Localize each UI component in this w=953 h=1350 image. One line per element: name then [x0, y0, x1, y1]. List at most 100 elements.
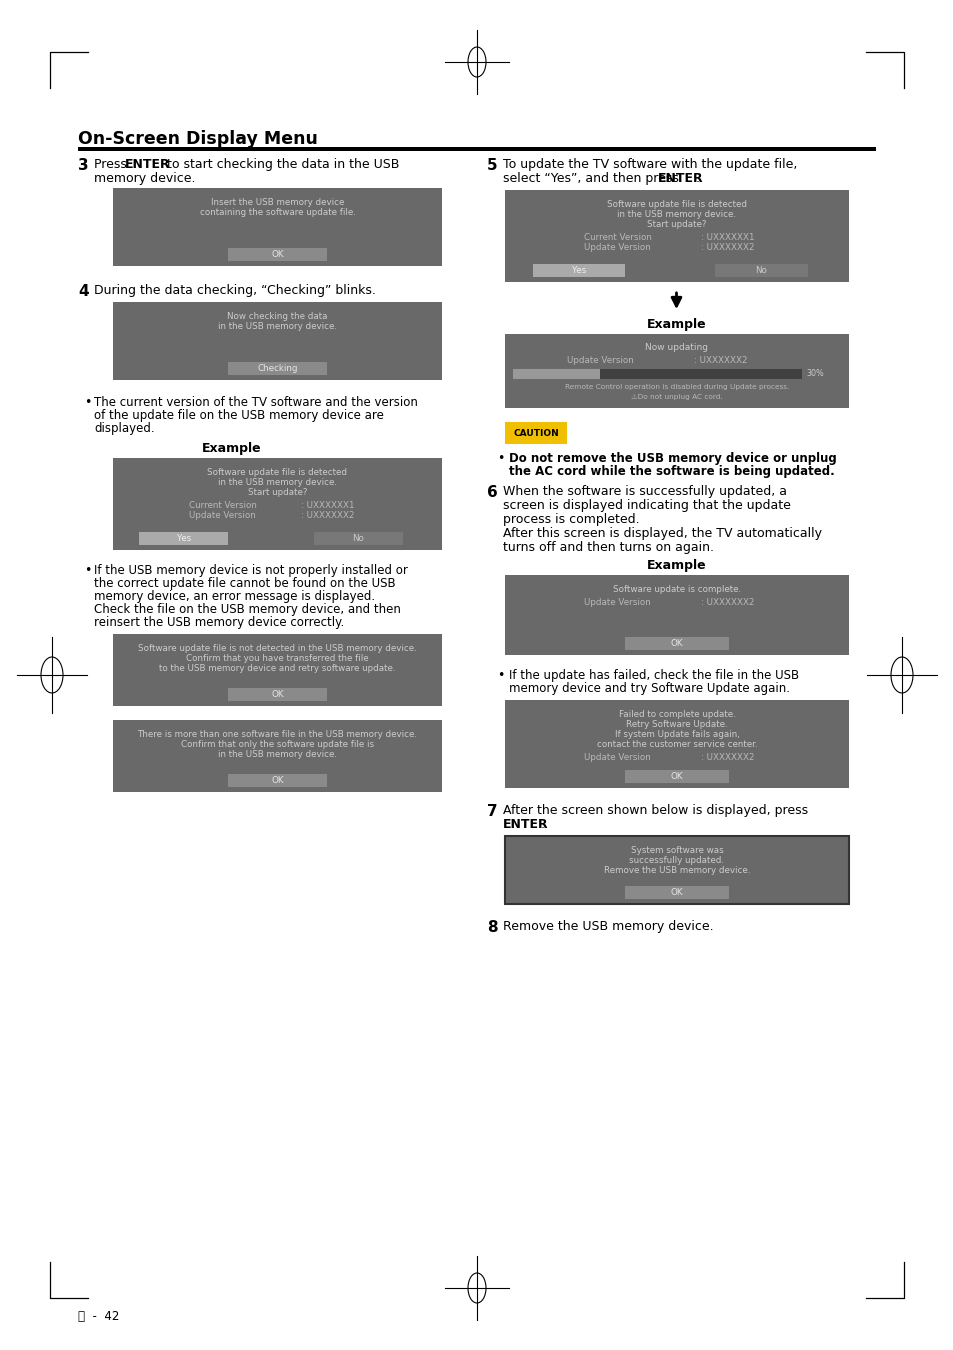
Text: Now updating: Now updating: [645, 343, 708, 352]
Bar: [625, 637, 728, 649]
Text: Current Version: Current Version: [583, 234, 651, 242]
Bar: [228, 248, 327, 261]
Text: the correct update file cannot be found on the USB: the correct update file cannot be found …: [94, 576, 395, 590]
Text: Update Version: Update Version: [583, 598, 650, 608]
Text: Update Version: Update Version: [189, 512, 255, 520]
Bar: [504, 333, 848, 408]
Text: select “Yes”, and then press: select “Yes”, and then press: [502, 171, 682, 185]
Bar: [625, 769, 728, 783]
Text: System software was: System software was: [630, 846, 722, 855]
Text: : UXXXXXX2: : UXXXXXX2: [300, 512, 354, 520]
Text: ENTER: ENTER: [125, 158, 171, 171]
Text: .: .: [540, 818, 544, 832]
Text: Current Version: Current Version: [189, 501, 256, 510]
Bar: [112, 720, 441, 792]
Bar: [504, 190, 848, 282]
Bar: [314, 532, 402, 545]
Text: No: No: [755, 266, 766, 275]
Text: successfully updated.: successfully updated.: [629, 856, 723, 865]
Text: Example: Example: [646, 319, 706, 331]
Text: 6: 6: [486, 485, 497, 500]
Text: OK: OK: [670, 772, 682, 782]
Text: •: •: [497, 670, 504, 682]
Text: Software update is complete.: Software update is complete.: [612, 585, 740, 594]
Bar: [112, 188, 441, 266]
Text: OK: OK: [271, 776, 283, 784]
Text: displayed.: displayed.: [94, 423, 154, 435]
Text: ⚠Do not unplug AC cord.: ⚠Do not unplug AC cord.: [631, 394, 722, 400]
Text: If the update has failed, check the file in the USB: If the update has failed, check the file…: [509, 670, 799, 682]
Text: ENTER: ENTER: [502, 818, 548, 832]
Text: Software update file is detected: Software update file is detected: [606, 200, 746, 209]
Text: Checking: Checking: [257, 364, 297, 373]
Text: After the screen shown below is displayed, press: After the screen shown below is displaye…: [502, 805, 807, 817]
Bar: [228, 774, 327, 787]
Bar: [625, 886, 728, 899]
Text: If system Update fails again,: If system Update fails again,: [614, 730, 739, 738]
Text: To update the TV software with the update file,: To update the TV software with the updat…: [502, 158, 797, 171]
Text: Press: Press: [94, 158, 131, 171]
Text: Retry Software Update.: Retry Software Update.: [625, 720, 727, 729]
Text: memory device and try Software Update again.: memory device and try Software Update ag…: [509, 682, 789, 695]
Text: Insert the USB memory device: Insert the USB memory device: [211, 198, 344, 207]
Text: The current version of the TV software and the version: The current version of the TV software a…: [94, 396, 417, 409]
Text: in the USB memory device.: in the USB memory device.: [218, 751, 336, 759]
Text: •: •: [84, 564, 91, 576]
Bar: [504, 701, 848, 788]
Text: If the USB memory device is not properly installed or: If the USB memory device is not properly…: [94, 564, 408, 576]
Bar: [513, 369, 599, 379]
Bar: [112, 458, 441, 549]
Text: memory device.: memory device.: [94, 171, 195, 185]
Text: Start update?: Start update?: [248, 487, 307, 497]
Text: process is completed.: process is completed.: [502, 513, 639, 526]
Text: No: No: [352, 535, 364, 543]
Bar: [504, 836, 848, 904]
Text: After this screen is displayed, the TV automatically: After this screen is displayed, the TV a…: [502, 526, 821, 540]
Text: Example: Example: [646, 559, 706, 572]
Text: screen is displayed indicating that the update: screen is displayed indicating that the …: [502, 500, 790, 512]
Text: Confirm that only the software update file is: Confirm that only the software update fi…: [181, 740, 374, 749]
Text: : UXXXXXX2: : UXXXXXX2: [700, 243, 754, 252]
Text: •: •: [84, 396, 91, 409]
Text: •: •: [497, 452, 504, 464]
Text: OK: OK: [670, 888, 682, 896]
Text: Confirm that you have transferred the file: Confirm that you have transferred the fi…: [186, 653, 369, 663]
Text: OK: OK: [271, 250, 283, 259]
Text: OK: OK: [271, 690, 283, 699]
Text: There is more than one software file in the USB memory device.: There is more than one software file in …: [137, 730, 417, 738]
Text: the AC cord while the software is being updated.: the AC cord while the software is being …: [509, 464, 834, 478]
Text: reinsert the USB memory device correctly.: reinsert the USB memory device correctly…: [94, 616, 344, 629]
Text: Failed to complete update.: Failed to complete update.: [618, 710, 735, 720]
Text: contact the customer service center.: contact the customer service center.: [596, 740, 757, 749]
Text: ⓔ  -  42: ⓔ - 42: [78, 1310, 119, 1323]
Text: Software update file is detected: Software update file is detected: [208, 468, 347, 477]
Text: 4: 4: [78, 284, 89, 298]
Text: Remove the USB memory device.: Remove the USB memory device.: [502, 919, 713, 933]
Text: Update Version: Update Version: [566, 356, 633, 365]
Text: Software update file is not detected in the USB memory device.: Software update file is not detected in …: [138, 644, 416, 653]
Text: 5: 5: [486, 158, 497, 173]
Text: memory device, an error message is displayed.: memory device, an error message is displ…: [94, 590, 375, 603]
Bar: [228, 362, 327, 375]
Text: Yes: Yes: [571, 266, 585, 275]
Text: Update Version: Update Version: [583, 753, 650, 761]
Text: : UXXXXXX1: : UXXXXXX1: [300, 501, 354, 510]
Bar: [513, 369, 801, 379]
Bar: [714, 265, 807, 277]
Text: : UXXXXXX1: : UXXXXXX1: [700, 234, 754, 242]
Text: turns off and then turns on again.: turns off and then turns on again.: [502, 541, 713, 554]
Text: .: .: [696, 171, 700, 185]
Text: Now checking the data: Now checking the data: [227, 312, 328, 321]
Text: in the USB memory device.: in the USB memory device.: [218, 323, 336, 331]
Text: in the USB memory device.: in the USB memory device.: [617, 211, 736, 219]
Text: Yes: Yes: [176, 535, 191, 543]
Text: Remote Control operation is disabled during Update process.: Remote Control operation is disabled dur…: [564, 383, 788, 390]
Bar: [228, 688, 327, 701]
Bar: [504, 423, 566, 444]
Text: Update Version: Update Version: [583, 243, 650, 252]
Text: 7: 7: [486, 805, 497, 819]
Text: CAUTION: CAUTION: [513, 428, 558, 437]
Text: : UXXXXXX2: : UXXXXXX2: [700, 753, 754, 761]
Text: 30%: 30%: [805, 370, 822, 378]
Text: in the USB memory device.: in the USB memory device.: [218, 478, 336, 487]
